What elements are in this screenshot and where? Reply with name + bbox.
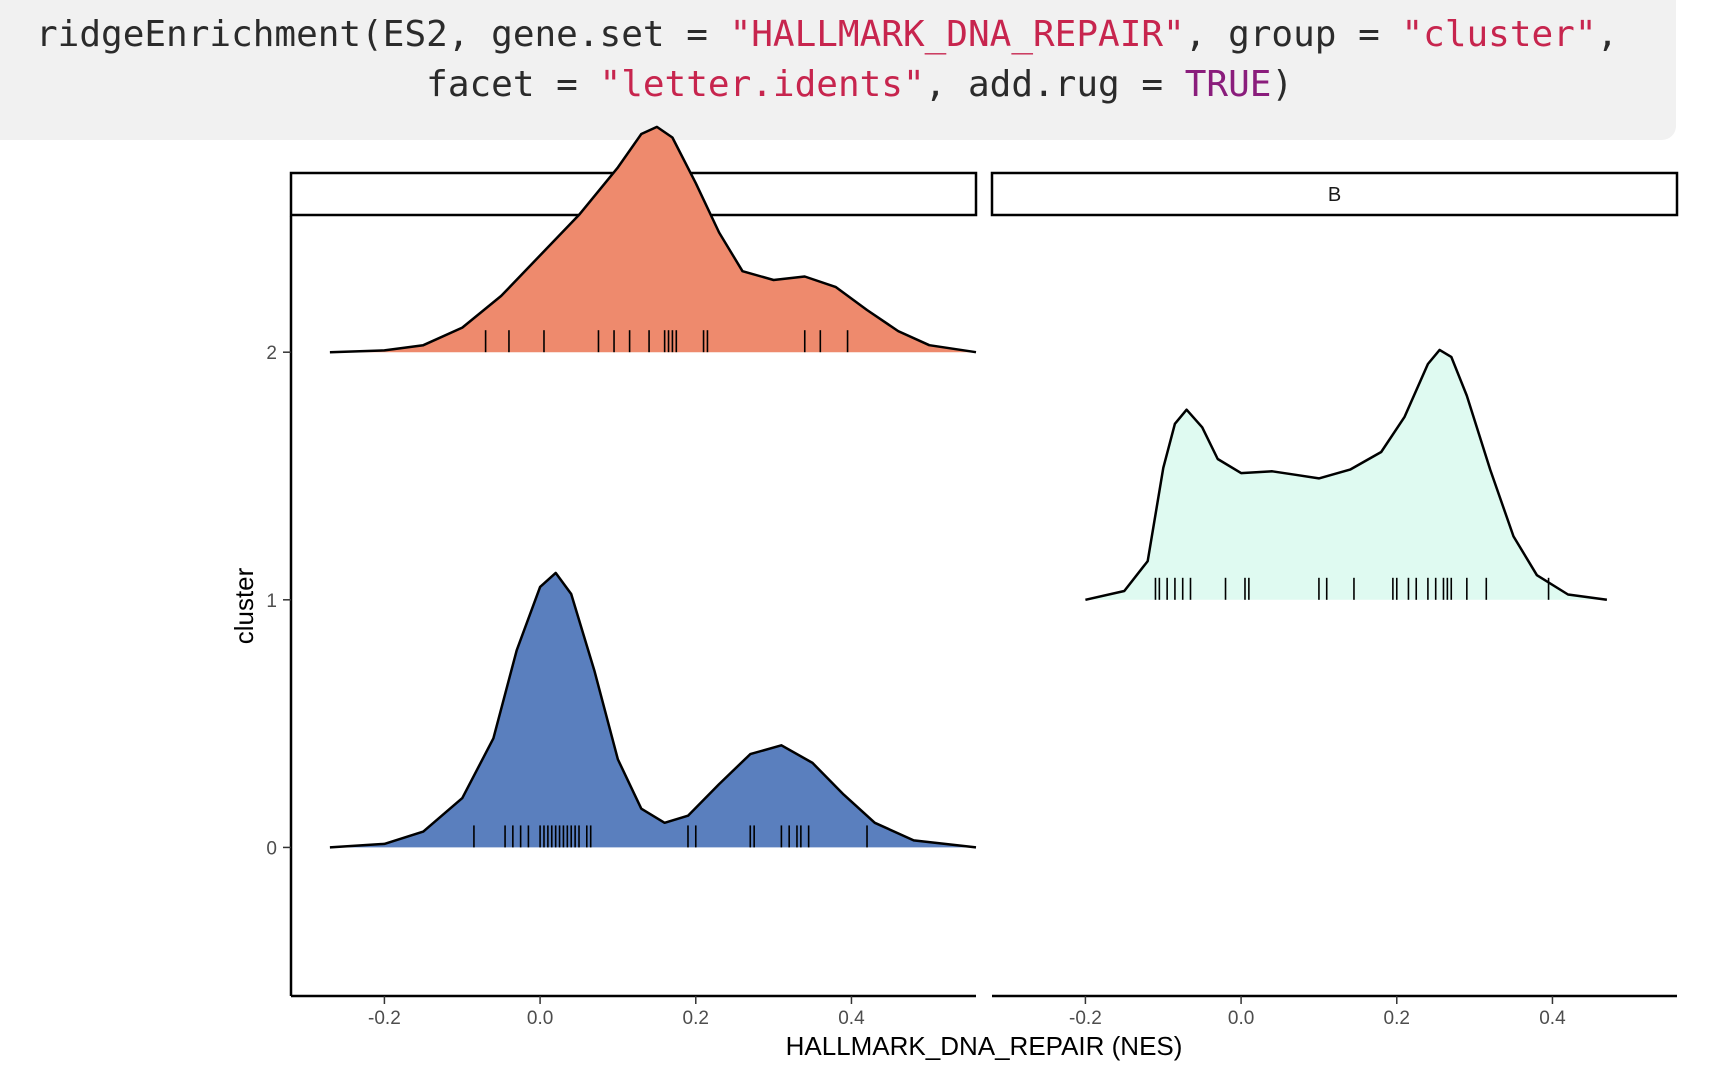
- code-token: , group =: [1184, 14, 1402, 55]
- x-axis-title: HALLMARK_DNA_REPAIR (NES): [786, 1031, 1183, 1061]
- code-token: , add.rug =: [924, 64, 1185, 105]
- density-line: [329, 125, 977, 354]
- y-tick-label: 2: [266, 343, 277, 364]
- code-string: "HALLMARK_DNA_REPAIR": [729, 14, 1185, 55]
- code-token: ,: [1596, 14, 1619, 55]
- x-tick-label: -0.2: [368, 1008, 401, 1029]
- x-tick-label: 0.4: [838, 1008, 865, 1029]
- code-token: ): [1271, 64, 1294, 105]
- x-tick-label: 0.0: [527, 1008, 553, 1029]
- code-string: "cluster": [1401, 14, 1597, 55]
- density-line: [329, 571, 977, 849]
- code-token: ridgeEnrichment(ES2, gene.set =: [36, 14, 730, 55]
- y-axis-title: cluster: [229, 567, 259, 644]
- facet-strip: [990, 171, 1679, 217]
- density-line: [1085, 348, 1608, 602]
- y-tick-label: 0: [266, 838, 277, 859]
- code-line-1: ridgeEnrichment(ES2, gene.set = "HALLMAR…: [36, 10, 1618, 60]
- code-string: "letter.idents": [599, 64, 925, 105]
- code-token: facet =: [426, 64, 600, 105]
- x-tick-label: -0.2: [1069, 1008, 1102, 1029]
- facet-label: B: [1328, 184, 1341, 206]
- density-fill: [329, 126, 976, 353]
- code-line-2: facet = "letter.idents", add.rug = TRUE): [36, 60, 1293, 110]
- x-tick-label: 0.2: [1384, 1008, 1410, 1029]
- density-fill: [1085, 349, 1607, 600]
- x-tick-label: 0.4: [1539, 1008, 1566, 1029]
- code-keyword: TRUE: [1184, 64, 1272, 105]
- x-tick-label: 0.0: [1228, 1008, 1254, 1029]
- code-block: ridgeEnrichment(ES2, gene.set = "HALLMAR…: [0, 0, 1676, 140]
- density-fill: [329, 572, 976, 848]
- y-tick-label: 1: [266, 591, 277, 612]
- x-tick-label: 0.2: [683, 1008, 709, 1029]
